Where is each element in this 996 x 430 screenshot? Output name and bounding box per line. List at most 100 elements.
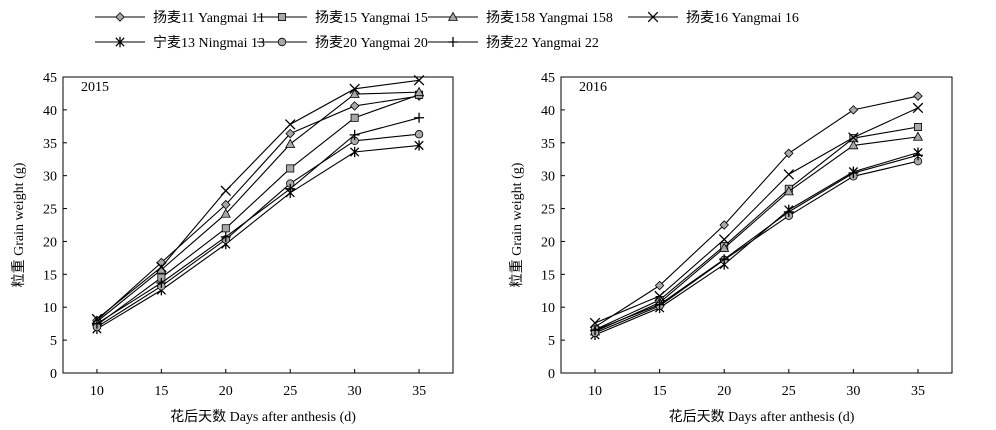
plot-frame bbox=[560, 76, 953, 374]
data-point bbox=[285, 128, 295, 139]
series-15-yangmai-15 bbox=[92, 90, 424, 329]
data-point bbox=[349, 129, 360, 140]
series-line bbox=[594, 154, 919, 331]
y-tick-label: 25 bbox=[541, 203, 555, 218]
triangle-marker bbox=[285, 138, 296, 148]
y-tick-label: 35 bbox=[541, 137, 555, 152]
series-line bbox=[594, 160, 919, 334]
data-point bbox=[718, 234, 730, 245]
data-point bbox=[350, 113, 359, 122]
triangle-marker bbox=[912, 131, 924, 141]
y-tick-label: 30 bbox=[43, 170, 57, 185]
data-point bbox=[654, 290, 665, 302]
legend-label: 扬麦11 Yangmai 11 bbox=[153, 10, 265, 26]
circle-marker bbox=[277, 37, 287, 47]
series-line bbox=[96, 95, 420, 321]
chart-panel-2015: 0 5 10 15 20 25 30 35 40 45 10 15 20 25 30 35 2015 花后天数 D… bbox=[11, 71, 454, 425]
data-point bbox=[783, 169, 795, 180]
triangle-marker bbox=[783, 186, 794, 196]
y-tick-label: 30 bbox=[541, 170, 555, 185]
x-marker bbox=[654, 290, 665, 302]
y-axis-label: 粒重 Grain weight (g) bbox=[509, 162, 525, 287]
legend-x-icon bbox=[647, 11, 659, 23]
data-point bbox=[156, 277, 167, 288]
asterisk-marker bbox=[414, 140, 424, 151]
data-point bbox=[413, 86, 425, 96]
data-point bbox=[349, 146, 360, 158]
y-tick-label: 15 bbox=[541, 268, 555, 283]
square-marker bbox=[277, 12, 286, 21]
y-tick-label: 45 bbox=[541, 71, 555, 86]
legend-label: 扬麦22 Yangmai 22 bbox=[486, 35, 599, 51]
triangle-marker bbox=[848, 139, 859, 150]
x-tick-label: 35 bbox=[911, 384, 925, 399]
data-point bbox=[783, 186, 794, 196]
data-point bbox=[848, 132, 859, 143]
legend-label: 扬麦20 Yangmai 20 bbox=[315, 35, 428, 51]
x-tick-label: 15 bbox=[154, 384, 168, 399]
series-line bbox=[96, 91, 420, 323]
data-point bbox=[91, 318, 102, 329]
square-marker bbox=[350, 113, 359, 122]
plus-marker bbox=[414, 112, 425, 123]
series-11-yangmai-11 bbox=[590, 91, 923, 332]
y-tick-label: 5 bbox=[548, 334, 555, 349]
x-marker bbox=[284, 119, 296, 130]
plus-marker bbox=[783, 206, 794, 217]
plus-marker bbox=[654, 299, 665, 310]
x-marker bbox=[783, 169, 795, 180]
legend-triangle-icon bbox=[447, 11, 459, 21]
x-tick-label: 30 bbox=[348, 384, 362, 399]
series-line bbox=[594, 136, 919, 333]
diamond-marker bbox=[285, 128, 295, 139]
square-marker bbox=[221, 224, 230, 233]
x-tick-label: 30 bbox=[846, 384, 860, 399]
legend-item-11-yangmai-11: 扬麦11 Yangmai 11 bbox=[95, 10, 265, 26]
data-point bbox=[848, 168, 859, 179]
data-point bbox=[590, 325, 601, 336]
x-marker bbox=[718, 234, 730, 245]
data-point bbox=[220, 208, 231, 218]
x-axis-label: 花后天数 Days after anthesis (d) bbox=[669, 409, 855, 425]
y-tick-label: 5 bbox=[50, 334, 57, 349]
legend-asterisk-icon bbox=[115, 36, 125, 48]
square-marker bbox=[286, 164, 295, 173]
y-tick-label: 20 bbox=[43, 235, 57, 250]
plus-marker bbox=[912, 150, 923, 161]
data-point bbox=[285, 138, 296, 148]
series-15-yangmai-15 bbox=[591, 122, 922, 334]
y-tick-label: 0 bbox=[50, 367, 57, 382]
legend-item-20-yangmai-20: 扬麦20 Yangmai 20 bbox=[257, 35, 428, 51]
x-marker bbox=[413, 75, 425, 86]
panel-year-label: 2015 bbox=[81, 80, 109, 95]
series-line bbox=[96, 133, 420, 328]
legend-item-22-yangmai-22: 扬麦22 Yangmai 22 bbox=[428, 35, 599, 51]
data-point bbox=[349, 88, 360, 98]
data-point bbox=[349, 83, 360, 95]
x-marker bbox=[912, 102, 924, 114]
plus-marker bbox=[156, 277, 167, 288]
y-tick-label: 40 bbox=[43, 104, 57, 119]
series-line bbox=[96, 79, 420, 320]
diamond-marker bbox=[654, 280, 665, 291]
data-point bbox=[654, 280, 665, 291]
data-point bbox=[654, 299, 665, 310]
y-tick-label: 35 bbox=[43, 137, 57, 152]
plus-marker bbox=[590, 325, 601, 336]
asterisk-marker bbox=[349, 146, 360, 158]
y-tick-label: 15 bbox=[43, 268, 57, 283]
x-tick-label: 20 bbox=[219, 384, 233, 399]
square-marker bbox=[913, 122, 922, 131]
y-tick-label: 25 bbox=[43, 203, 57, 218]
triangle-marker bbox=[719, 242, 730, 252]
y-axis-label: 粒重 Grain weight (g) bbox=[11, 162, 27, 287]
series-158-yangmai-158 bbox=[91, 86, 425, 326]
data-point bbox=[913, 122, 922, 131]
x-marker bbox=[220, 185, 232, 197]
series-line bbox=[96, 94, 420, 326]
data-point bbox=[284, 119, 296, 130]
x-marker bbox=[647, 11, 659, 23]
series-20-yangmai-20 bbox=[92, 130, 424, 332]
y-tick-label: 20 bbox=[541, 235, 555, 250]
legend: 扬麦11 Yangmai 11 扬麦15 Yangmai 15 扬麦158 Yang… bbox=[95, 10, 799, 51]
